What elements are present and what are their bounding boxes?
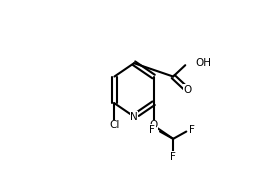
Text: N: N: [130, 112, 138, 122]
Text: F: F: [150, 125, 155, 135]
Text: Cl: Cl: [109, 121, 120, 130]
Text: O: O: [183, 85, 192, 95]
Text: O: O: [150, 121, 158, 130]
Text: F: F: [189, 125, 195, 135]
Text: OH: OH: [195, 58, 211, 68]
Text: F: F: [170, 152, 176, 162]
